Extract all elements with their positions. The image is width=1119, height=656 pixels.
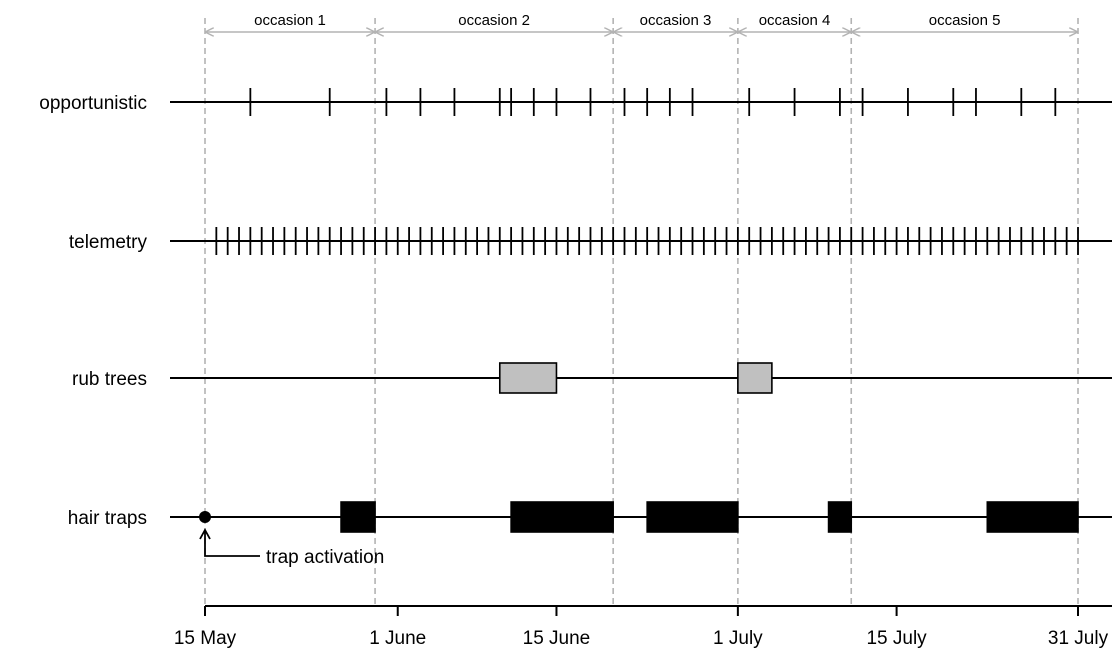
row-label: telemetry	[69, 232, 148, 253]
x-axis-tick-label: 15 June	[523, 628, 591, 649]
row-label: hair traps	[68, 508, 147, 529]
row-label: opportunistic	[39, 93, 147, 114]
x-axis-tick-label: 1 June	[369, 628, 426, 649]
occasion-label: occasion 4	[759, 12, 831, 29]
x-axis-tick-label: 15 July	[866, 628, 927, 649]
occasion-label: occasion 2	[458, 12, 530, 29]
hair-trap-interval	[986, 501, 1079, 533]
x-axis-tick-label: 31 July	[1048, 628, 1109, 649]
hair-trap-interval	[510, 501, 614, 533]
row-label: rub trees	[72, 369, 147, 390]
trap-activation-dot	[199, 511, 211, 523]
annotation-arrowhead	[199, 528, 211, 540]
annotation-leader	[204, 530, 260, 557]
hair-trap-interval	[340, 501, 376, 533]
hair-trap-interval	[646, 501, 739, 533]
occasion-label: occasion 5	[929, 12, 1001, 29]
hair-trap-interval	[827, 501, 853, 533]
x-axis-tick-label: 1 July	[713, 628, 763, 649]
x-axis-tick-label: 15 May	[174, 628, 237, 649]
rub-tree-interval	[737, 362, 773, 394]
annotation-label: trap activation	[266, 547, 384, 568]
occasion-label: occasion 1	[254, 12, 326, 29]
occasion-label: occasion 3	[640, 12, 712, 29]
rub-tree-interval	[498, 362, 558, 394]
